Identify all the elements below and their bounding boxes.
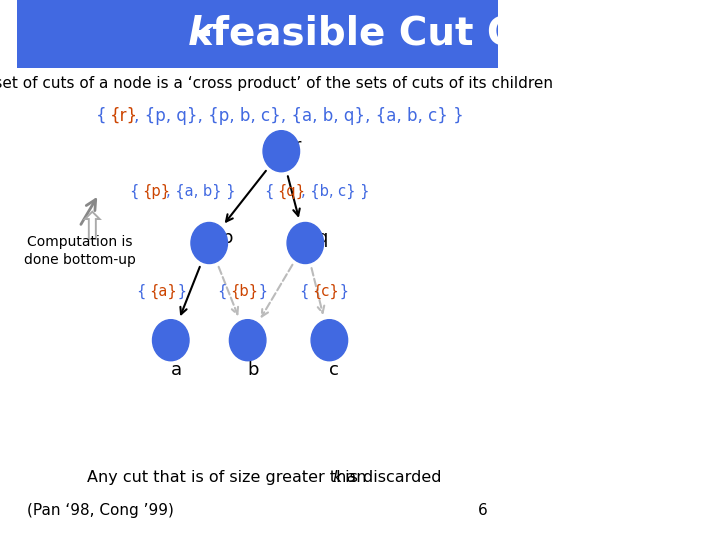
Text: {: { <box>137 284 151 299</box>
Text: {: { <box>96 107 112 125</box>
Text: , {a, b} }: , {a, b} } <box>166 184 235 199</box>
Text: }: } <box>335 284 349 299</box>
Text: The set of cuts of a node is a ‘cross product’ of the sets of cuts of its childr: The set of cuts of a node is a ‘cross pr… <box>0 76 553 91</box>
Text: Any cut that is of size greater than: Any cut that is of size greater than <box>87 470 372 485</box>
Text: {q}: {q} <box>277 184 305 199</box>
Text: is discarded: is discarded <box>340 470 441 485</box>
Circle shape <box>287 222 323 264</box>
Text: k: k <box>332 470 341 485</box>
Text: r: r <box>293 137 301 155</box>
Text: {: { <box>130 184 144 199</box>
Circle shape <box>230 320 266 361</box>
Text: p: p <box>221 228 233 247</box>
Text: , {p, q}, {p, b, c}, {a, b, q}, {a, b, c} }: , {p, q}, {p, b, c}, {a, b, q}, {a, b, c… <box>134 107 464 125</box>
Circle shape <box>153 320 189 361</box>
Text: {: { <box>217 284 232 299</box>
Circle shape <box>191 222 228 264</box>
Text: q: q <box>318 228 329 247</box>
Text: c: c <box>329 361 339 379</box>
Text: {: { <box>300 284 314 299</box>
Text: {c}: {c} <box>312 284 339 299</box>
Text: {b}: {b} <box>230 284 258 299</box>
Text: {a}: {a} <box>149 284 177 299</box>
Text: ⇧: ⇧ <box>75 211 108 248</box>
Text: {p}: {p} <box>142 184 170 199</box>
Text: , {b, c} }: , {b, c} } <box>301 184 369 199</box>
Text: a: a <box>171 361 182 379</box>
Circle shape <box>311 320 348 361</box>
Circle shape <box>263 131 300 172</box>
Text: 6: 6 <box>478 503 488 518</box>
Text: Computation is
done bottom-up: Computation is done bottom-up <box>24 235 135 267</box>
Text: }: } <box>173 284 187 299</box>
Text: {: { <box>265 184 279 199</box>
Text: {r}: {r} <box>110 107 138 125</box>
Text: -feasible Cut Computation: -feasible Cut Computation <box>196 15 720 53</box>
Text: k: k <box>188 15 213 53</box>
FancyBboxPatch shape <box>17 0 498 68</box>
Text: (Pan ‘98, Cong ’99): (Pan ‘98, Cong ’99) <box>27 503 174 518</box>
Text: b: b <box>248 361 259 379</box>
Text: }: } <box>254 284 268 299</box>
